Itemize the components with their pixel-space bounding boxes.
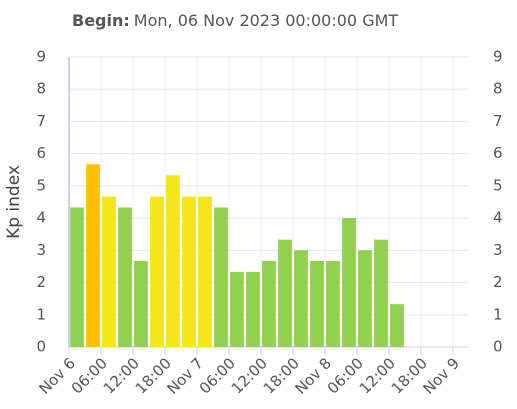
x-tick-label: 12:00: [100, 354, 143, 397]
y-axis-label: Kp index: [4, 165, 24, 239]
x-tick-label: 06:00: [68, 354, 111, 397]
y2-tick-label: 8: [493, 80, 503, 98]
y-tick-label: 5: [36, 176, 46, 194]
x-tick-label: 06:00: [324, 354, 367, 397]
bar: [262, 260, 276, 347]
bar: [118, 207, 132, 347]
y-tick-label: 4: [36, 209, 46, 227]
bar: [86, 164, 100, 347]
y-tick-label: 0: [36, 338, 46, 356]
bar: [374, 239, 388, 347]
y-tick-label: 6: [36, 144, 46, 162]
y2-tick-label: 7: [493, 112, 503, 130]
y-tick-label: 1: [36, 305, 46, 323]
x-tick-label: 12:00: [356, 354, 399, 397]
x-tick-label: Nov 9: [419, 354, 463, 398]
bar: [342, 218, 356, 347]
bar: [102, 196, 116, 347]
bar: [326, 260, 340, 347]
bar: [198, 196, 212, 347]
bar: [182, 196, 196, 347]
y-tick-label: 9: [36, 48, 46, 66]
bar: [390, 304, 404, 347]
y-tick-label: 7: [36, 112, 46, 130]
bar: [230, 271, 244, 347]
bar: [166, 175, 180, 347]
title-text: Mon, 06 Nov 2023 00:00:00 GMT: [134, 11, 399, 30]
x-tick-label: Nov 6: [35, 354, 79, 398]
x-tick-label: 06:00: [196, 354, 239, 397]
y2-tick-label: 9: [493, 48, 503, 66]
y2-tick-label: 5: [493, 176, 503, 194]
bar: [150, 196, 164, 347]
bar: [246, 271, 260, 347]
y2-tick-label: 4: [493, 209, 503, 227]
x-tick-label: 12:00: [228, 354, 271, 397]
bar: [358, 250, 372, 347]
y2-tick-label: 1: [493, 305, 503, 323]
y2-tick-label: 2: [493, 273, 503, 291]
y2-tick-label: 0: [493, 338, 503, 356]
y-tick-label: 3: [36, 241, 46, 259]
bar: [310, 260, 324, 347]
y2-tick-label: 3: [493, 241, 503, 259]
bar: [214, 207, 228, 347]
bar: [294, 250, 308, 347]
y-tick-label: 8: [36, 80, 46, 98]
y-tick-label: 2: [36, 273, 46, 291]
x-tick-label: Nov 8: [291, 354, 335, 398]
bar: [134, 260, 148, 347]
bar: [278, 239, 292, 347]
y2-tick-label: 6: [493, 144, 503, 162]
chart-title: Begin: Mon, 06 Nov 2023 00:00:00 GMT: [72, 11, 398, 30]
x-tick-label: Nov 7: [163, 354, 207, 398]
title-label: Begin:: [72, 11, 130, 30]
bar: [70, 207, 84, 347]
